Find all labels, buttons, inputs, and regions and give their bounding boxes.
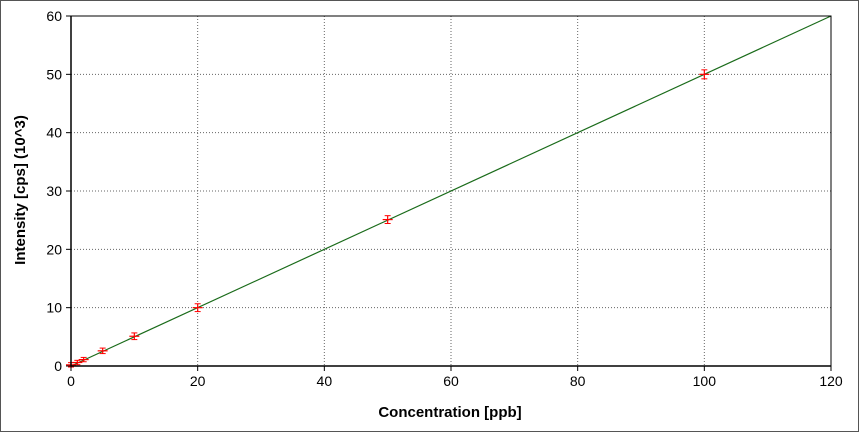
data-point	[382, 215, 393, 224]
x-tick-label: 80	[570, 373, 586, 389]
y-tick-label: 0	[54, 358, 62, 374]
data-point	[192, 303, 203, 313]
data-point	[699, 69, 710, 80]
y-tick-label: 50	[46, 66, 62, 82]
data-point	[78, 356, 89, 363]
x-axis-title: Concentration [ppb]	[378, 404, 521, 421]
x-tick-label: 20	[190, 373, 206, 389]
data-point	[129, 332, 140, 341]
data-point	[97, 347, 108, 355]
y-tick-label: 60	[46, 8, 62, 24]
y-tick-label: 10	[46, 300, 62, 316]
x-tick-label: 60	[443, 373, 459, 389]
x-tick-label: 0	[67, 373, 75, 389]
y-axis-title: Intensity [cps] (10^3)	[12, 115, 29, 265]
y-tick-label: 40	[46, 125, 62, 141]
y-tick-label: 20	[46, 241, 62, 257]
data-point	[72, 359, 83, 366]
data-points	[66, 69, 710, 368]
x-tick-label: 40	[317, 373, 333, 389]
x-tick-label: 120	[819, 373, 843, 389]
x-tick-label: 100	[693, 373, 717, 389]
tick-labels: 0 20 40 60 80 100 120 0 10 20 30 40 50 60	[46, 8, 842, 389]
y-tick-label: 30	[46, 183, 62, 199]
